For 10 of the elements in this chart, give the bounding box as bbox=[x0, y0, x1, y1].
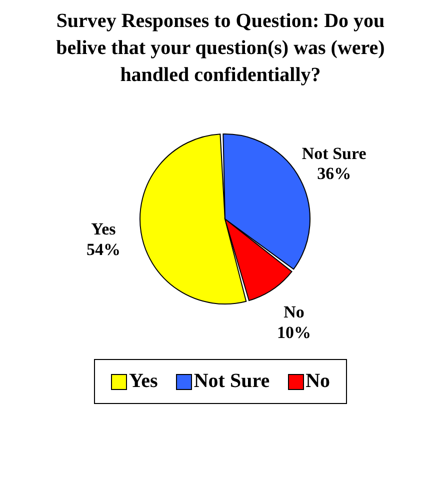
data-label: 54% bbox=[86, 240, 120, 259]
slice-label: No bbox=[284, 302, 304, 322]
data-label: 36% bbox=[317, 164, 352, 184]
slice-label: Yes bbox=[91, 219, 116, 238]
legend-label: Yes bbox=[128, 370, 158, 393]
chart-title: Survey Responses to Question: Do you belive that your question(s) was (were) handled confidentially? bbox=[56, 9, 386, 88]
data-label: 10% bbox=[276, 322, 311, 342]
legend-label: Not Sure bbox=[192, 370, 270, 393]
legend-label: No bbox=[304, 370, 330, 393]
slice-label: Not Sure bbox=[302, 144, 367, 163]
